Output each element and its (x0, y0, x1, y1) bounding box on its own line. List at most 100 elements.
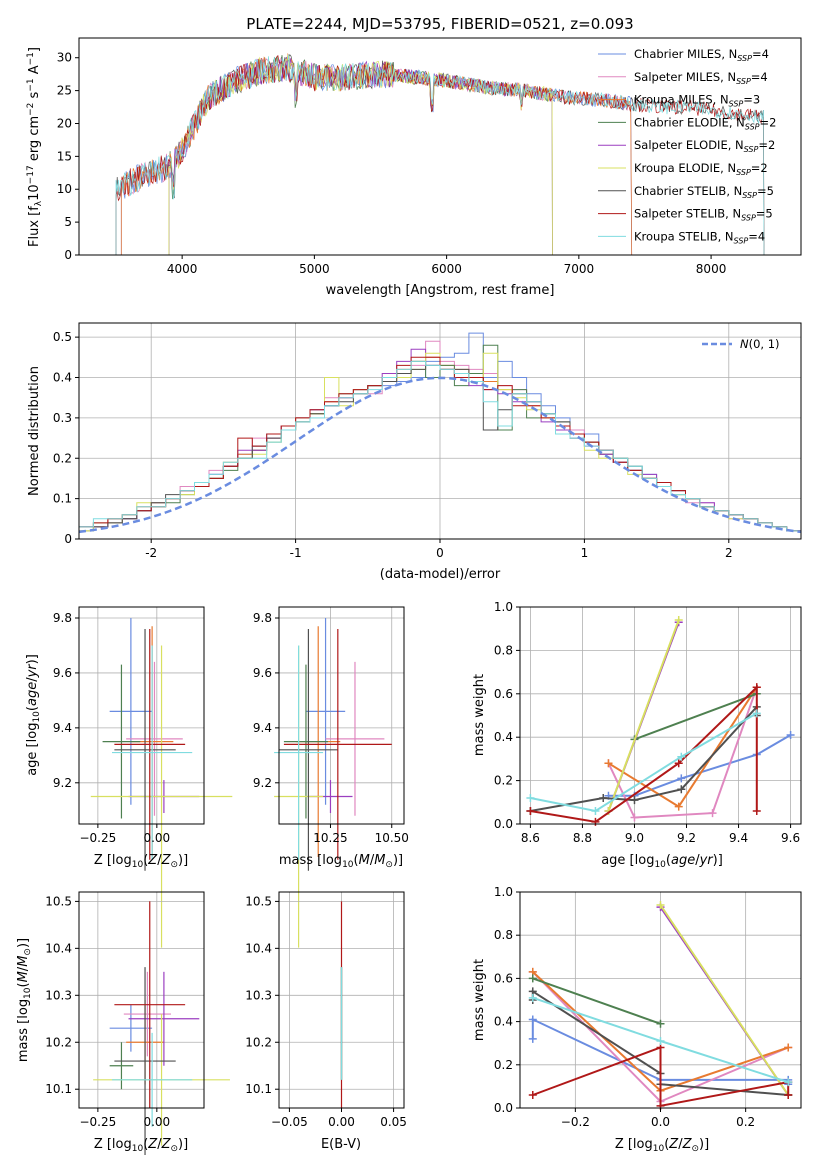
age-vs-mass-ticks: 10.25 10.50 9.2 9.4 9.6 9.8 (253, 611, 409, 845)
x-tick-label: 7000 (564, 262, 595, 276)
y-tick-label: 0.2 (494, 774, 513, 788)
mass-vs-EBV-panel: −0.05 0.00 0.05 10.1 10.2 10.3 10.4 10.5 E(B-V) (245, 891, 407, 1152)
weight-marker-0 (528, 1034, 537, 1043)
residuals-legend-label: N(0, 1) (740, 337, 780, 351)
weight-marker-1 (630, 813, 639, 822)
mass-vs-Z-frame (78, 891, 205, 1109)
y-tick-label: 10.3 (45, 988, 72, 1002)
weight-marker-7 (526, 806, 535, 815)
residuals-xlabel: (data-model)/error (380, 567, 501, 582)
y-tick-label: 1.0 (494, 885, 513, 899)
mass-vs-Z-grid (79, 892, 204, 1108)
legend-label-8: Kroupa STELIB, NSSP=4 (634, 229, 765, 245)
y-tick-label: 10.1 (245, 1082, 272, 1096)
weight-marker-7 (752, 683, 761, 692)
x-tick-label: 9.2 (677, 831, 696, 845)
weight-marker-5 (656, 900, 665, 909)
legend-label-1: Salpeter MILES, NSSP=4 (634, 70, 768, 86)
y-tick-label: 0.0 (494, 817, 513, 831)
weight-vs-Z-panel: −0.2 0.0 0.2 0.0 0.2 0.4 0.6 0.8 1.0 Z [log10(Z/… (472, 885, 802, 1154)
x-tick-label: 1 (581, 546, 589, 560)
x-tick-label: 5000 (299, 262, 330, 276)
legend-label-2: Kroupa MILES, NSSP=3 (634, 93, 760, 109)
x-tick-label: 0 (436, 546, 444, 560)
weight-marker-5 (674, 616, 683, 625)
x-tick-label: 2 (725, 546, 733, 560)
mass-vs-Z-xlabel: Z [log10(Z/Z⊙)] (94, 1137, 188, 1154)
y-tick-label: 15 (57, 149, 72, 163)
age-vs-Z-panel: −0.25 0.00 9.2 9.4 9.6 9.8 Z [log10(Z/Z⊙)] ag… (25, 606, 233, 948)
spectrum-legend: Chabrier MILES, NSSP=4 Salpeter MILES, NS… (598, 47, 776, 245)
weight-marker-2 (784, 1043, 793, 1052)
weight-vs-Z-ylabel: mass weight (472, 959, 487, 1041)
weight-marker-8 (591, 806, 600, 815)
y-tick-label: 0.0 (494, 1101, 513, 1115)
y-tick-label: 25 (57, 84, 72, 98)
x-tick-label: 9.4 (729, 831, 748, 845)
x-tick-label: 8.8 (573, 831, 592, 845)
legend-label-3: Chabrier ELODIE, NSSP=2 (634, 115, 776, 131)
x-tick-label: 8.6 (521, 831, 540, 845)
weight-marker-2 (604, 759, 613, 768)
y-tick-label: 10.4 (45, 941, 72, 955)
weight-vs-age-frame (519, 606, 802, 825)
legend-label-4: Salpeter ELODIE, NSSP=2 (634, 138, 775, 154)
y-tick-label: 10.3 (245, 988, 272, 1002)
weight-marker-7 (528, 1091, 537, 1100)
weight-marker-1 (708, 809, 717, 818)
x-tick-label: -2 (145, 546, 157, 560)
mass-vs-Z-panel: −0.25 0.00 10.1 10.2 10.3 10.4 10.5 Z [log10(Z… (16, 891, 230, 1155)
x-tick-label: 10.50 (375, 831, 409, 845)
weight-marker-8 (528, 993, 537, 1002)
mass-vs-Z-ylabel: mass [log10(M/M⊙)] (16, 938, 33, 1062)
spectrum-series-1 (120, 57, 633, 255)
mass-vs-EBV-ticks: −0.05 0.00 0.05 10.1 10.2 10.3 10.4 10.5 (245, 894, 407, 1129)
y-tick-label: 9.4 (53, 721, 72, 735)
spectrum-series-7 (115, 54, 765, 255)
y-tick-label: 0.8 (494, 643, 513, 657)
normal-curve (78, 376, 802, 534)
legend-label-5: Kroupa ELODIE, NSSP=2 (634, 161, 768, 177)
x-tick-label: 9.0 (625, 831, 644, 845)
hist-series-8 (78, 360, 802, 539)
weight-marker-8 (656, 1037, 665, 1046)
residuals-ylabel: Normed distribution (27, 366, 42, 496)
x-tick-label: 8000 (696, 262, 727, 276)
y-tick-label: 9.6 (53, 666, 72, 680)
age-vs-Z-ylabel: age [log10(age/yr)] (25, 654, 42, 776)
weight-line-7 (532, 1046, 790, 1108)
age-vs-Z-grid (79, 607, 204, 824)
weight-marker-8 (526, 793, 535, 802)
spectrum-panel: 4000 5000 6000 7000 8000 0 5 10 15 20 25 30 wavelen… (26, 37, 802, 298)
x-tick-label: −0.25 (79, 1115, 116, 1129)
x-tick-label: 0.2 (736, 1115, 755, 1129)
weight-marker-7 (674, 759, 683, 768)
spectrum-ticks: 4000 5000 6000 7000 8000 0 5 10 15 20 25 30 (57, 51, 727, 276)
y-tick-label: 0 (64, 532, 72, 546)
y-tick-label: 0.1 (53, 492, 72, 506)
weight-marker-6 (677, 785, 686, 794)
spectrum-frame (78, 37, 802, 256)
y-tick-label: 10.5 (45, 894, 72, 908)
x-tick-label: 0.00 (328, 1115, 355, 1129)
weight-marker-8 (677, 752, 686, 761)
x-tick-label: −0.2 (561, 1115, 590, 1129)
legend-label-0: Chabrier MILES, NSSP=4 (634, 47, 769, 63)
x-tick-label: -1 (290, 546, 302, 560)
y-tick-label: 9.2 (53, 776, 72, 790)
weight-marker-0 (528, 1015, 537, 1024)
weight-marker-7 (784, 1091, 793, 1100)
age-vs-mass-panel: 10.25 10.50 9.2 9.4 9.6 9.8 mass [log10(M/M⊙)… (253, 606, 409, 948)
x-tick-label: 0.05 (380, 1115, 407, 1129)
age-vs-Z-ticks: −0.25 0.00 9.2 9.4 9.6 9.8 (53, 611, 170, 845)
y-tick-label: 0.3 (53, 411, 72, 425)
weight-vs-age-panel: 8.6 8.8 9.0 9.2 9.4 9.6 0.0 0.2 0.4 0.6 0.8 1.0 age… (472, 600, 802, 870)
weight-vs-age-ylabel: mass weight (472, 674, 487, 756)
y-tick-label: 0.4 (53, 371, 72, 385)
y-tick-label: 20 (57, 116, 72, 130)
weight-marker-0 (786, 731, 795, 740)
spectrum-lines (115, 52, 765, 255)
weight-line-8 (530, 712, 758, 813)
age-vs-mass-frame (278, 606, 405, 825)
age-vs-mass-marks (274, 617, 392, 948)
